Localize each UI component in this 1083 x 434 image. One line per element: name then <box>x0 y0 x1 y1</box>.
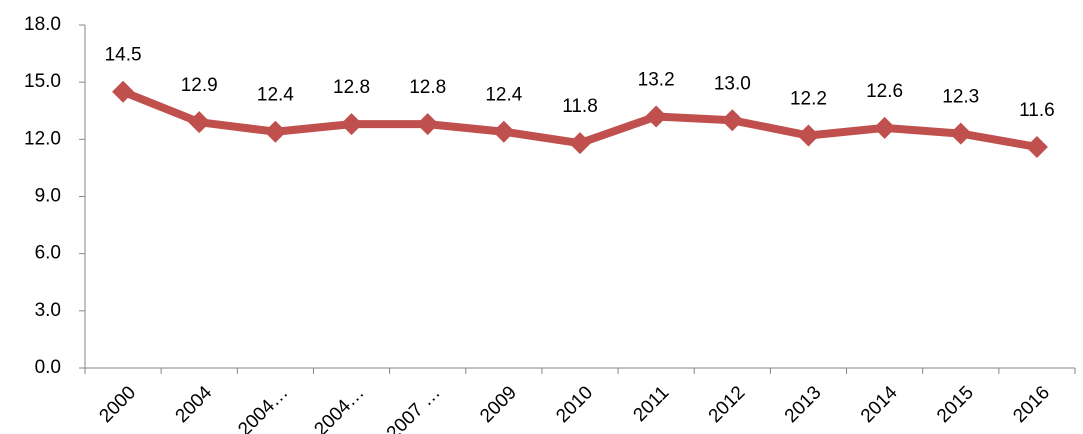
data-label: 12.4 <box>485 85 522 106</box>
marker <box>645 105 668 128</box>
marker <box>264 120 287 143</box>
y-tick-label: 6.0 <box>35 243 61 264</box>
marker <box>340 113 363 136</box>
x-tick-label: 2016 <box>1009 382 1054 427</box>
x-tick-label: 2014 <box>857 382 902 427</box>
marker <box>416 113 439 136</box>
y-tick-label: 15.0 <box>24 71 61 92</box>
data-label: 12.6 <box>866 81 903 102</box>
x-tick-label: 2013 <box>781 382 826 427</box>
y-tick-label: 0.0 <box>35 357 61 378</box>
marker <box>1025 135 1048 158</box>
data-label: 14.5 <box>105 45 142 66</box>
data-label: 12.9 <box>181 75 218 96</box>
x-tick-label: 2011 <box>629 382 673 426</box>
x-tick-label: 2009 <box>476 382 521 427</box>
x-tick-label: 2004… <box>310 382 368 434</box>
data-label: 12.2 <box>790 89 827 110</box>
marker <box>949 122 972 145</box>
marker <box>112 80 135 103</box>
x-tick-label: 2012 <box>705 382 750 427</box>
marker <box>797 124 820 147</box>
x-tick-label: 2015 <box>933 382 978 427</box>
x-tick-label: 2004 <box>172 382 217 427</box>
data-label: 12.8 <box>409 77 446 98</box>
data-label: 11.8 <box>562 96 598 117</box>
marker <box>721 109 744 132</box>
marker <box>492 120 515 143</box>
x-tick-label: 2007 … <box>383 382 445 434</box>
data-label: 12.4 <box>257 85 294 106</box>
y-tick-label: 3.0 <box>35 300 61 321</box>
data-label: 12.8 <box>333 77 370 98</box>
marker <box>188 111 211 134</box>
data-label: 13.2 <box>638 69 675 90</box>
x-tick-label: 2010 <box>552 382 597 427</box>
data-label: 12.3 <box>942 87 979 108</box>
marker <box>569 132 591 155</box>
y-tick-label: 9.0 <box>35 186 61 207</box>
data-label: 13.0 <box>714 73 751 94</box>
y-tick-label: 12.0 <box>24 128 61 149</box>
data-label: 11.6 <box>1019 100 1055 121</box>
marker <box>873 116 896 139</box>
x-tick-label: 2000 <box>95 382 140 427</box>
y-tick-label: 18.0 <box>24 14 61 35</box>
x-tick-label: 2004… <box>234 382 292 434</box>
